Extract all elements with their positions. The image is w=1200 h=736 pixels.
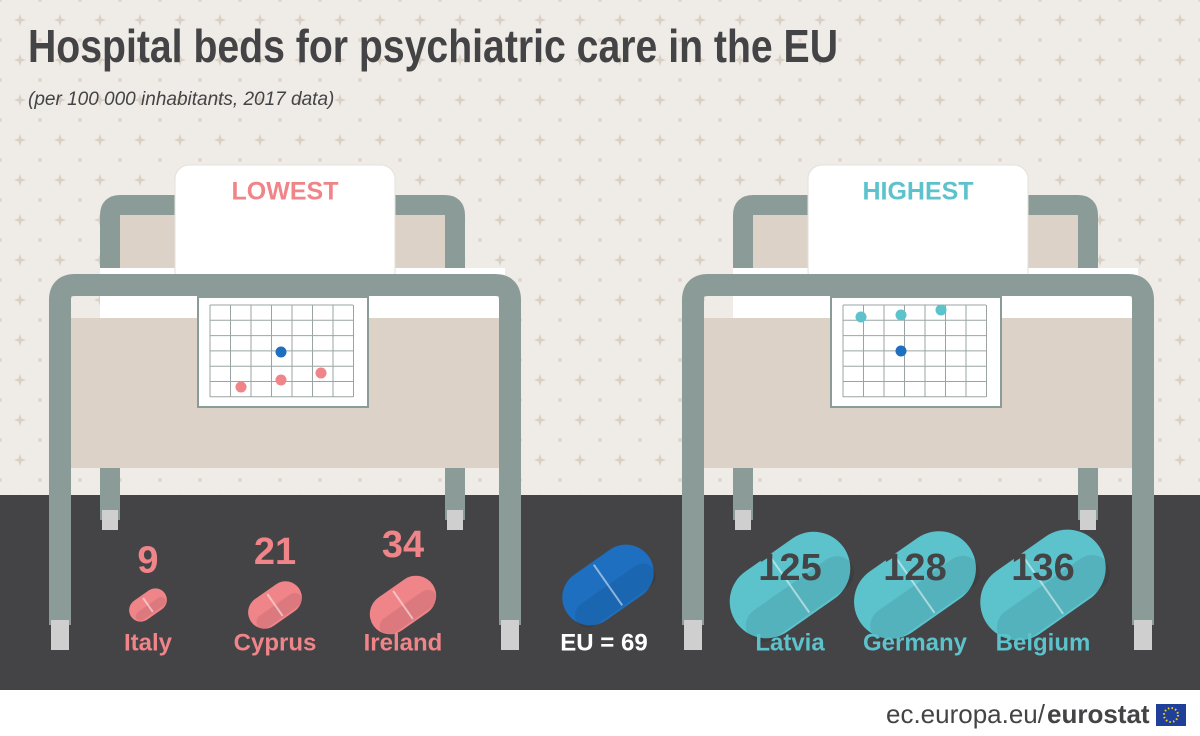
clipboard — [830, 296, 1002, 408]
eu-flag — [1156, 704, 1186, 726]
pill-groove — [894, 556, 936, 614]
pill-groove — [392, 590, 414, 620]
bed-label: LOWEST — [232, 178, 339, 206]
country-name: Latvia — [755, 629, 825, 656]
eu-stars — [1163, 707, 1179, 723]
back-foot — [1080, 510, 1096, 530]
eu-label: EU = 69 — [560, 629, 647, 656]
foot-frame — [682, 274, 1154, 625]
value-label: 125 — [758, 547, 821, 589]
clip-dot — [275, 374, 287, 386]
pill — [980, 529, 1110, 645]
front-foot — [501, 620, 519, 650]
back-foot — [447, 510, 463, 530]
pill-groove — [1022, 555, 1064, 615]
footer-bg — [0, 690, 1200, 736]
clip-dot — [895, 345, 907, 357]
pill — [562, 544, 656, 628]
foot-frame — [49, 274, 521, 625]
value-label: 128 — [883, 547, 946, 589]
pill-groove — [769, 556, 811, 614]
clip-dot — [275, 346, 287, 358]
pill — [129, 588, 167, 622]
front-foot — [51, 620, 69, 650]
country-name: Cyprus — [234, 629, 317, 656]
clip-dot — [235, 381, 247, 393]
front-foot — [1134, 620, 1152, 650]
value-label: 9 — [137, 540, 158, 582]
title: Hospital beds for psychiatric care in th… — [28, 20, 838, 72]
pill — [729, 531, 855, 643]
pill — [248, 581, 302, 629]
pill — [369, 575, 437, 636]
country-name: Italy — [124, 629, 173, 656]
pill-groove — [266, 593, 284, 617]
country-name: Germany — [863, 629, 968, 656]
clip-dot — [895, 309, 907, 321]
value-label: 34 — [382, 524, 424, 566]
clip-dot — [855, 311, 867, 323]
back-foot — [102, 510, 118, 530]
footer-url: ec.europa.eu/ — [886, 699, 1046, 729]
front-foot — [684, 620, 702, 650]
clip-dot — [935, 304, 947, 316]
back-foot — [735, 510, 751, 530]
value-label: 136 — [1011, 547, 1074, 589]
pill-groove — [142, 597, 154, 613]
bed-label: HIGHEST — [862, 178, 973, 206]
pill-groove — [592, 564, 624, 606]
clip-dot — [315, 367, 327, 379]
pill — [854, 531, 980, 643]
subtitle: (per 100 000 inhabitants, 2017 data) — [28, 89, 334, 110]
footer-brand: eurostat — [1047, 699, 1150, 729]
country-name: Ireland — [364, 629, 443, 656]
value-label: 21 — [254, 531, 296, 573]
country-name: Belgium — [996, 629, 1091, 656]
